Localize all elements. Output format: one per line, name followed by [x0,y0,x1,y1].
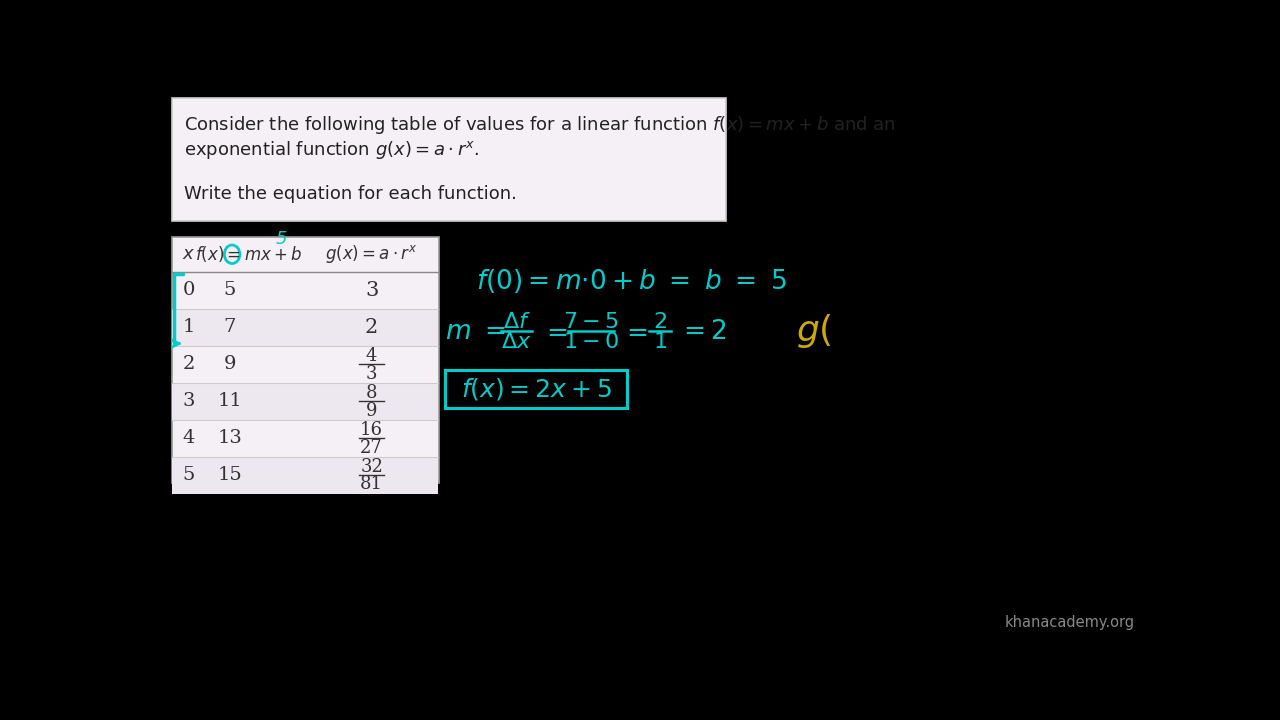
Text: 0: 0 [183,282,195,300]
Bar [172,237,439,483]
Text: 81: 81 [360,475,383,493]
Text: $\Delta x$: $\Delta x$ [502,331,531,353]
Text: $f(x) = mx + b$: $f(x) = mx + b$ [196,244,303,264]
Text: $m\ =$: $m\ =$ [445,319,506,343]
Text: 4: 4 [366,347,378,365]
Text: 9: 9 [366,402,378,420]
Text: $= 2$: $= 2$ [677,319,726,343]
Bar [172,98,726,221]
Text: exponential function $g(x) = a \cdot r^x$.: exponential function $g(x) = a \cdot r^x… [184,139,479,161]
Text: $=$: $=$ [621,319,648,343]
Text: khanacademy.org: khanacademy.org [1005,615,1135,630]
Bar [445,370,627,408]
Text: $1$: $1$ [653,331,667,353]
Text: 11: 11 [218,392,242,410]
Bar [173,383,438,420]
Text: 3: 3 [366,364,378,382]
Text: $g(x) = a \cdot r^x$: $g(x) = a \cdot r^x$ [325,243,417,265]
Text: 5: 5 [183,467,195,485]
Text: 5: 5 [224,282,236,300]
Bar [173,309,438,346]
Text: Write the equation for each function.: Write the equation for each function. [184,185,517,203]
Text: 16: 16 [360,420,383,438]
Text: $f(0) = m{\cdot}0 + b\ =\ b\ =\ 5$: $f(0) = m{\cdot}0 + b\ =\ b\ =\ 5$ [476,267,787,295]
Text: 2: 2 [183,356,195,374]
Text: 2: 2 [365,318,378,337]
Text: $=$: $=$ [541,319,568,343]
Text: $2$: $2$ [653,311,667,333]
Text: $1 - 0$: $1 - 0$ [563,331,620,353]
Text: 5: 5 [276,230,288,248]
Bar [173,456,438,494]
Text: 15: 15 [218,467,242,485]
Text: Consider the following table of values for a linear function $f(x) = mx + b$ and: Consider the following table of values f… [184,114,896,136]
Text: 13: 13 [218,429,242,447]
Text: $g($: $g($ [795,312,832,350]
Text: 3: 3 [365,281,379,300]
Text: 4: 4 [183,429,195,447]
Text: $f(x) = 2x + 5$: $f(x) = 2x + 5$ [461,376,612,402]
Text: 7: 7 [224,318,236,336]
Text: 3: 3 [183,392,195,410]
Text: $x$: $x$ [182,246,196,264]
Text: 8: 8 [366,384,378,402]
Text: 1: 1 [183,318,195,336]
Text: $\Delta f$: $\Delta f$ [503,311,530,333]
Text: 32: 32 [360,458,383,476]
Text: 9: 9 [224,356,236,374]
Text: 27: 27 [360,438,383,456]
Text: $7 - 5$: $7 - 5$ [563,311,618,333]
